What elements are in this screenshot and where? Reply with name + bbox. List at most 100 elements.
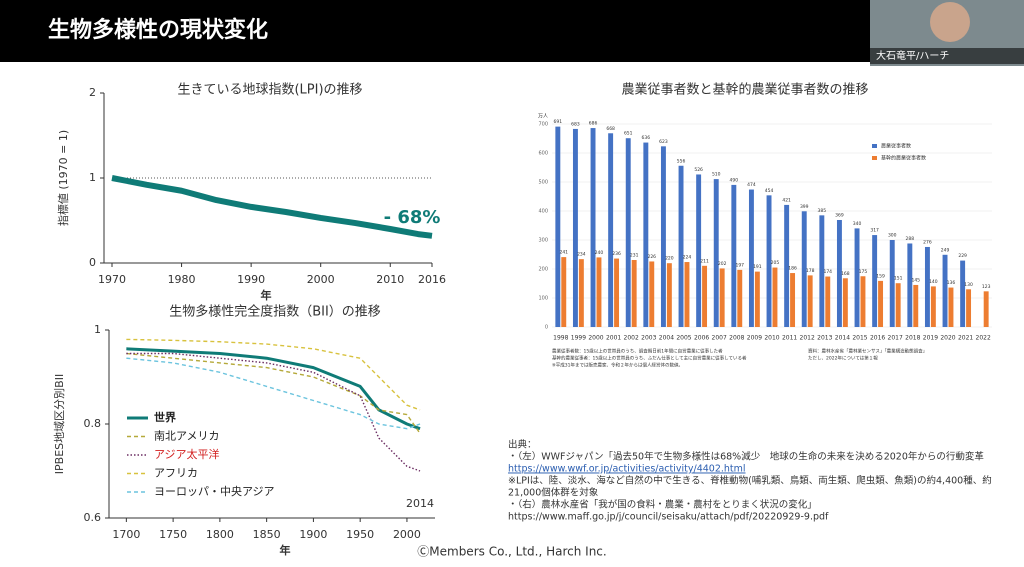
series-line — [126, 347, 421, 431]
legend-label: アフリカ — [154, 467, 198, 480]
x-tick-label: 2008 — [729, 335, 744, 342]
chart-title: 農業従事者数と基幹的農業従事者数の推移 — [621, 82, 868, 98]
y-tick-label: 400 — [538, 209, 548, 215]
bar — [948, 287, 954, 327]
x-tick-label: 1900 — [299, 528, 327, 541]
value-label: 226 — [647, 254, 656, 260]
bar — [713, 179, 719, 327]
source-line: 21,000個体群を対象 — [508, 487, 599, 499]
bar — [572, 128, 578, 327]
x-tick-label: 1990 — [237, 273, 265, 286]
value-label: 276 — [923, 239, 932, 245]
bar — [842, 278, 848, 327]
x-tick-label: 2016 — [870, 335, 885, 342]
value-label: 474 — [747, 182, 756, 188]
series-line — [126, 352, 421, 434]
note: 農業従事者数：15歳以上の世帯員のうち、調査期日前1年間に自営農業に従事した者 — [552, 348, 723, 355]
bar — [872, 235, 878, 327]
x-tick-label: 2017 — [888, 335, 903, 342]
bar — [660, 146, 666, 327]
chart-title: 生きている地球指数(LPI)の推移 — [177, 83, 362, 98]
bar — [825, 276, 831, 327]
value-label: 231 — [630, 253, 639, 259]
y-tick-label: 0.8 — [84, 417, 102, 430]
header-bar — [0, 0, 1024, 62]
bar — [772, 267, 778, 327]
value-label: 623 — [659, 139, 668, 145]
value-label: 191 — [753, 264, 762, 270]
value-label: 421 — [782, 197, 791, 203]
bar — [854, 228, 860, 327]
bar — [643, 142, 649, 327]
bar — [942, 254, 948, 327]
value-label: 123 — [982, 284, 991, 290]
value-label: 510 — [712, 172, 721, 178]
value-label: 686 — [589, 121, 598, 127]
legend-label: ヨーロッパ・中央アジア — [154, 485, 275, 498]
y-tick-label: 0.6 — [84, 511, 102, 524]
source-line: ・（右）農林水産省「我が国の食料・農業・農村をとりまく状況の変化」 — [508, 499, 817, 511]
legend-swatch — [872, 156, 877, 160]
note: ただし、2022年については第１報 — [808, 355, 878, 362]
value-label: 241 — [559, 250, 568, 256]
bar — [561, 257, 567, 327]
y-tick-label: 500 — [538, 180, 548, 186]
y-tick-label: 2 — [89, 86, 96, 99]
x-tick-label: 2013 — [817, 335, 832, 342]
x-tick-label: 1970 — [98, 273, 126, 286]
value-label: 186 — [788, 266, 797, 272]
value-label: 168 — [841, 271, 850, 277]
value-label: 136 — [947, 280, 956, 286]
bar — [907, 243, 913, 327]
source-line: ・（左）WWFジャパン「過去50年で生物多様性は68%減少 地球の生命の未来を決… — [508, 451, 984, 463]
bar — [801, 211, 807, 327]
bar — [819, 215, 825, 327]
x-tick-label: 1950 — [346, 528, 374, 541]
x-tick-label: 2018 — [905, 335, 920, 342]
bar — [930, 286, 936, 327]
bar — [684, 262, 690, 327]
bar — [960, 260, 966, 327]
bar — [860, 276, 866, 327]
bar — [590, 128, 596, 327]
y-tick-label: 0 — [545, 325, 548, 331]
x-tick-label: 2015 — [852, 335, 867, 342]
value-label: 249 — [941, 247, 950, 253]
x-tick-label: 1750 — [159, 528, 187, 541]
bar — [790, 273, 796, 327]
bar — [737, 269, 743, 327]
x-tick-label: 2001 — [606, 335, 621, 342]
series-line — [126, 357, 421, 430]
value-label: 175 — [859, 269, 868, 275]
x-tick-label: 2006 — [694, 335, 709, 342]
webcam-label-bg — [870, 48, 1024, 64]
bar — [913, 284, 919, 327]
x-tick-label: 2000 — [307, 273, 335, 286]
note: 資料：農林水産省「農林業センサス」「農業構造動態調査」 — [808, 348, 927, 355]
x-tick-label: 2021 — [958, 335, 973, 342]
bar — [625, 138, 631, 327]
legend-label: 農業従事者数 — [881, 143, 911, 150]
value-label: 668 — [606, 126, 615, 132]
y-tick-label: 600 — [538, 151, 548, 157]
x-tick-label: 2007 — [712, 335, 727, 342]
note: ※平成31年までは販売農家、令和２年からは個人経営体の数値。 — [552, 362, 683, 369]
legend-label: 基幹的農業従事者数 — [881, 155, 926, 162]
bar — [631, 260, 637, 327]
annotation: 2014 — [406, 497, 434, 510]
x-tick-label: 2004 — [659, 335, 674, 342]
bar — [754, 271, 760, 327]
source-line: https://www.maff.go.jp/j/council/seisaku… — [508, 512, 829, 523]
webcam-name: 大石竜平/ハーチ — [876, 49, 949, 62]
value-label: 174 — [823, 269, 832, 275]
value-label: 130 — [964, 282, 973, 288]
annotation: - 68% — [384, 207, 441, 228]
x-tick-label: 2012 — [800, 335, 815, 342]
bar — [784, 204, 790, 327]
y-tick-label: 200 — [538, 267, 548, 273]
value-label: 636 — [642, 135, 651, 141]
x-tick-label: 2003 — [641, 335, 656, 342]
y-tick-label: 700 — [538, 122, 548, 128]
